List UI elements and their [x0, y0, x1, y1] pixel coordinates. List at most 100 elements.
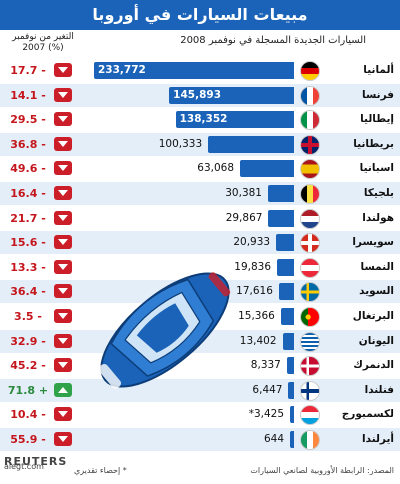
- arrow-down-icon: [54, 333, 72, 348]
- country-label: الدنمرك: [353, 359, 394, 372]
- arrow-down-icon: [54, 210, 72, 225]
- arrow-down-icon: [54, 136, 72, 151]
- bar: [278, 283, 294, 301]
- value-label: 145,893: [173, 88, 221, 101]
- change-label: 13.3 -: [10, 260, 46, 274]
- change-label: 15.6 -: [10, 236, 46, 250]
- value-label: 8,337: [250, 359, 281, 372]
- greece-flag-icon: [300, 331, 320, 352]
- change-label: 32.9 -: [10, 334, 46, 348]
- country-label: اليونان: [358, 334, 394, 347]
- italy-flag-icon: [300, 110, 320, 131]
- reuters-logo: REUTERS: [4, 455, 68, 468]
- luxembourg-flag-icon: [300, 405, 320, 426]
- ireland-flag-icon: [300, 430, 320, 450]
- change-label: 14.1 -: [10, 88, 46, 102]
- bar: [268, 185, 294, 202]
- source-note: المصدر: الرابطة الأوروبية لصانعي السيارا…: [250, 466, 394, 475]
- table-row: [0, 231, 400, 255]
- arrow-down-icon: [54, 309, 72, 323]
- arrow-down-icon: [54, 407, 72, 422]
- change-label: 55.9 -: [10, 433, 46, 446]
- france-flag-icon: [300, 85, 320, 106]
- car-illustration: [98, 272, 231, 389]
- belgium-flag-icon: [300, 184, 320, 204]
- germany-flag-icon: [300, 61, 320, 81]
- change-header-line1: التغير من نوفمبر: [12, 32, 74, 42]
- change-label: 17.7 -: [10, 64, 46, 77]
- arrow-down-icon: [54, 63, 72, 77]
- country-label: بريطانيا: [353, 137, 394, 150]
- austria-flag-icon: [300, 257, 320, 278]
- table-row: [0, 378, 400, 402]
- arrow-down-icon: [54, 284, 72, 299]
- country-label: النمسا: [360, 260, 395, 273]
- arrow-down-icon: [54, 161, 72, 176]
- arrow-up-icon: [54, 382, 72, 397]
- bar: [282, 332, 294, 350]
- change-label: 21.7 -: [10, 211, 46, 225]
- country-label: بلجيكا: [363, 187, 394, 199]
- bar: [208, 135, 294, 153]
- country-label: اسبانيا: [359, 162, 394, 175]
- bar: [280, 308, 294, 325]
- country-label: هولندا: [362, 211, 394, 224]
- value-label: 644: [263, 433, 284, 445]
- country-label: سويسرا: [352, 236, 394, 249]
- country-label: السويد: [359, 285, 394, 298]
- bar: [268, 209, 294, 227]
- table-row: [0, 428, 400, 451]
- change-label: 36.4 -: [10, 285, 46, 299]
- sweden-flag-icon: [300, 282, 320, 303]
- chart-title: مبيعات السيارات في أوروبا: [92, 5, 308, 24]
- chart-subtitle: السيارات الجديدة المسجلة في نوفمبر 2008: [180, 35, 366, 46]
- value-label: 63,068: [197, 162, 235, 175]
- arrow-down-icon: [54, 432, 72, 446]
- value-label: 29,867: [225, 211, 263, 224]
- arrow-down-icon: [54, 235, 72, 250]
- value-label: 138,352: [179, 113, 228, 126]
- bar: [277, 258, 294, 276]
- change-label: 49.6 -: [10, 162, 46, 176]
- bar: [290, 431, 294, 448]
- value-label: 15,366: [238, 310, 275, 322]
- estimate-note: * إحصاء تقديري: [74, 466, 127, 475]
- arrow-down-icon: [54, 358, 72, 373]
- country-label: لكسمبورج: [341, 408, 394, 421]
- arrow-down-icon: [54, 112, 72, 127]
- value-label: 100,333: [158, 137, 203, 150]
- change-column-header: التغير من نوفمبر (%) 2007: [8, 32, 78, 54]
- arrow-down-icon: [54, 259, 72, 274]
- value-label: 20,933: [233, 236, 271, 249]
- bar: [94, 62, 294, 79]
- arrow-down-icon: [54, 87, 72, 102]
- value-label: 233,772: [98, 64, 146, 76]
- bar: [290, 406, 294, 424]
- table-row: [0, 132, 400, 156]
- bar: [276, 234, 294, 252]
- change-label: 71.8 +: [7, 383, 49, 397]
- spain-flag-icon: [300, 159, 320, 180]
- finland-flag-icon: [300, 380, 320, 401]
- country-label: فنلندا: [364, 383, 394, 396]
- value-label: 19,836: [234, 260, 272, 273]
- bar: [169, 86, 294, 104]
- change-label: 36.8 -: [10, 137, 46, 151]
- uk-flag-icon: [300, 134, 320, 155]
- value-label: 13,402: [239, 334, 277, 347]
- bar: [288, 381, 294, 399]
- bar: [175, 111, 294, 129]
- title-banner: [0, 0, 400, 30]
- change-label: 10.4 -: [10, 408, 46, 422]
- country-label: إيطاليا: [360, 113, 394, 126]
- value-label: *3,425: [248, 408, 284, 421]
- change-label: 29.5 -: [10, 113, 46, 127]
- netherlands-flag-icon: [300, 208, 320, 229]
- value-label: 30,381: [225, 187, 262, 199]
- change-label: 45.2 -: [10, 359, 46, 373]
- country-label: البرتغال: [352, 310, 394, 322]
- bar: [240, 160, 294, 178]
- country-label: أيرلندا: [362, 433, 394, 445]
- switzerland-flag-icon: [300, 233, 320, 254]
